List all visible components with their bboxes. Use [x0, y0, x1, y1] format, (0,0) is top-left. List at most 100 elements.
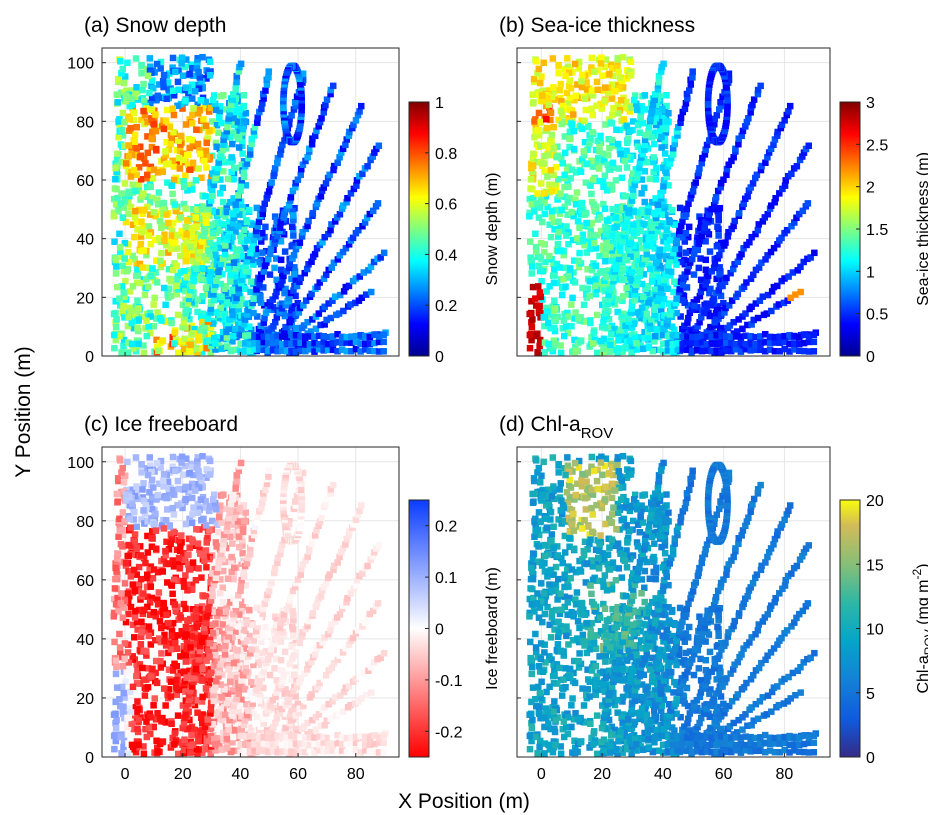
data-point [567, 85, 575, 92]
data-point [757, 166, 765, 174]
data-point [339, 145, 347, 152]
data-point [660, 207, 668, 215]
data-point [620, 218, 627, 226]
data-point [121, 472, 129, 479]
data-point [718, 339, 725, 347]
data-point [242, 509, 249, 516]
data-point [633, 281, 640, 289]
data-point [619, 318, 626, 326]
data-point [603, 239, 611, 247]
data-point [548, 213, 556, 221]
data-point [115, 133, 122, 141]
data-point [810, 338, 818, 346]
data-point [339, 248, 347, 256]
data-point [627, 72, 635, 79]
data-point [564, 99, 572, 107]
data-point [194, 272, 201, 280]
data-point [248, 221, 256, 228]
data-point [788, 222, 795, 230]
data-point [689, 188, 697, 195]
data-point [320, 347, 327, 354]
data-point [601, 287, 609, 295]
data-point [264, 191, 271, 199]
data-point [705, 87, 712, 95]
y-tick-label: 100 [67, 56, 94, 73]
data-point [698, 159, 706, 167]
data-point [598, 323, 606, 331]
data-point [613, 81, 621, 89]
data-point [586, 292, 593, 300]
data-point [239, 125, 247, 133]
data-point [593, 177, 601, 185]
data-point [670, 232, 677, 240]
data-point [259, 210, 266, 218]
data-point [721, 278, 729, 285]
data-point [130, 324, 138, 332]
data-point [581, 241, 588, 249]
data-point [583, 160, 591, 167]
data-point [597, 132, 604, 140]
data-point [545, 340, 552, 348]
data-point [129, 345, 137, 352]
data-point [662, 129, 669, 136]
data-point [206, 239, 214, 247]
data-point [796, 333, 803, 341]
data-point [121, 142, 128, 150]
data-point [173, 676, 180, 684]
data-point [568, 301, 575, 308]
data-point [162, 702, 169, 709]
data-point [560, 251, 567, 259]
data-point [185, 295, 193, 303]
data-point [713, 340, 720, 348]
data-point [269, 340, 277, 347]
data-point [249, 299, 256, 307]
data-point [776, 333, 784, 340]
data-point [248, 135, 256, 143]
data-point [676, 227, 683, 235]
data-point [639, 345, 647, 353]
data-point [170, 528, 177, 536]
data-point [645, 343, 653, 350]
data-point [122, 618, 130, 626]
data-point [717, 292, 725, 300]
data-point [615, 337, 622, 344]
data-point [112, 201, 120, 208]
data-point [669, 341, 677, 348]
data-point [173, 282, 180, 290]
data-point [612, 259, 620, 266]
data-point [558, 155, 565, 162]
data-point [180, 319, 188, 326]
data-point [131, 531, 139, 538]
data-point [223, 343, 231, 350]
data-point [174, 501, 181, 509]
data-point [766, 339, 774, 347]
data-point [169, 157, 176, 165]
data-point [579, 284, 586, 292]
data-point [277, 281, 285, 288]
data-point [770, 244, 778, 252]
data-point [651, 118, 659, 125]
data-point [235, 533, 243, 540]
data-point [214, 244, 222, 252]
data-point [288, 340, 295, 348]
data-point [608, 81, 616, 88]
data-point [172, 336, 180, 343]
data-point [124, 349, 132, 357]
data-point [168, 136, 176, 144]
data-point [161, 631, 168, 639]
data-point [633, 340, 640, 347]
data-point [235, 707, 243, 714]
data-point [250, 295, 257, 302]
data-point [198, 275, 205, 283]
data-point [232, 86, 239, 93]
data-point [212, 346, 219, 353]
data-point [250, 261, 257, 268]
data-point [561, 193, 569, 201]
data-point [136, 260, 144, 268]
data-point [699, 154, 706, 162]
data-point [589, 163, 597, 170]
data-point [641, 146, 648, 154]
data-point [653, 101, 661, 108]
y-tick-label: 60 [76, 173, 94, 190]
